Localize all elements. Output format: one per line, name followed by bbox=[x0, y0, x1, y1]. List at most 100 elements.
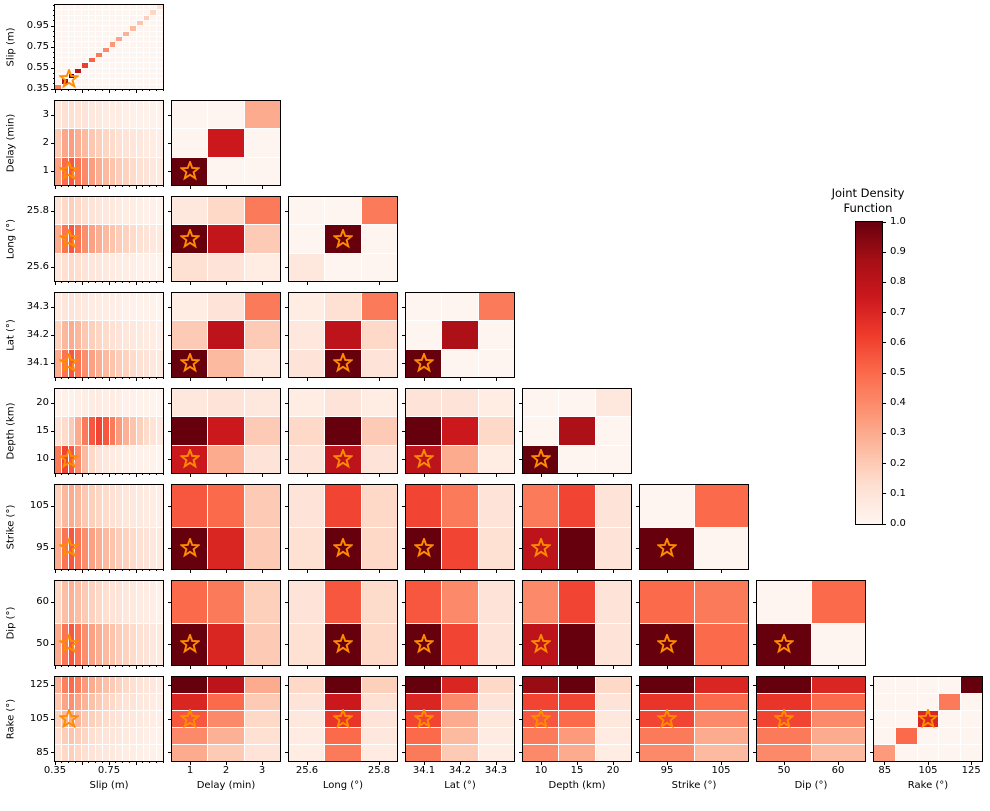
tick-mark bbox=[495, 473, 497, 477]
density-cell bbox=[208, 485, 244, 527]
tick-mark bbox=[378, 761, 380, 765]
density-cell bbox=[244, 581, 280, 623]
density-cell bbox=[116, 36, 123, 42]
density-cell bbox=[116, 52, 123, 58]
density-cell bbox=[694, 527, 748, 569]
density-cell bbox=[640, 581, 694, 623]
tick-mark bbox=[884, 761, 886, 765]
density-cell bbox=[102, 20, 109, 26]
density-cell bbox=[523, 711, 559, 727]
density-cell bbox=[109, 15, 116, 20]
density-cell bbox=[129, 389, 136, 417]
density-cell bbox=[116, 445, 123, 473]
density-cell bbox=[406, 728, 442, 744]
panel-rake-vs-strike: 95 105 Strike (°) bbox=[636, 676, 749, 791]
tick-mark bbox=[155, 569, 157, 571]
tick-mark bbox=[168, 718, 172, 720]
density-cell bbox=[89, 677, 95, 693]
density-cell bbox=[55, 253, 61, 281]
density-cell bbox=[640, 485, 694, 527]
density-cell bbox=[361, 677, 397, 693]
density-cell bbox=[157, 101, 163, 129]
density-cell bbox=[361, 253, 397, 281]
density-cell bbox=[136, 694, 143, 710]
tick-mark bbox=[162, 281, 164, 283]
density-cell bbox=[109, 5, 116, 10]
tick-mark bbox=[168, 170, 172, 172]
density-cell bbox=[95, 417, 102, 445]
density-cell bbox=[75, 79, 82, 84]
density-cell bbox=[75, 31, 82, 36]
density-cell bbox=[116, 197, 123, 225]
density-cell bbox=[61, 47, 68, 52]
heatmap-rake-vs-long bbox=[289, 677, 397, 761]
tick-mark bbox=[81, 185, 83, 187]
tick-mark bbox=[53, 4, 55, 6]
density-cell bbox=[75, 293, 82, 321]
heatmap-delay-vs-delay bbox=[172, 101, 280, 185]
tick-mark bbox=[155, 281, 157, 283]
tick-mark bbox=[54, 473, 56, 475]
density-cell bbox=[640, 728, 694, 744]
density-cell bbox=[116, 694, 123, 710]
density-cell bbox=[244, 293, 280, 321]
tick-mark bbox=[108, 377, 110, 381]
tick-mark bbox=[225, 761, 227, 765]
tick-label: 1 bbox=[186, 765, 194, 776]
density-cell bbox=[478, 677, 514, 693]
density-cell bbox=[361, 745, 397, 761]
density-cell bbox=[68, 5, 75, 10]
tick-mark bbox=[285, 718, 289, 720]
density-cell bbox=[129, 36, 136, 42]
density-cell bbox=[95, 52, 102, 58]
tick-mark bbox=[74, 281, 76, 283]
density-cell bbox=[289, 581, 325, 623]
density-cell bbox=[55, 197, 61, 225]
tick-mark bbox=[378, 473, 380, 477]
density-cell bbox=[75, 157, 82, 185]
density-cell bbox=[102, 84, 109, 89]
density-cell bbox=[82, 728, 89, 744]
density-cell bbox=[102, 5, 109, 10]
density-cell bbox=[123, 485, 129, 527]
density-cell bbox=[157, 745, 163, 761]
tick-mark bbox=[162, 665, 164, 667]
density-cell bbox=[116, 321, 123, 349]
density-cell bbox=[61, 581, 68, 623]
tick-label: 125 bbox=[29, 679, 49, 691]
density-cell bbox=[116, 68, 123, 74]
density-cell bbox=[61, 129, 68, 157]
heatmap-depth-vs-slip bbox=[55, 389, 163, 473]
density-cell bbox=[325, 485, 361, 527]
density-cell bbox=[109, 389, 116, 417]
tick-mark bbox=[54, 377, 56, 381]
tick-mark bbox=[95, 473, 96, 475]
density-cell bbox=[116, 745, 123, 761]
density-cell bbox=[55, 129, 61, 157]
density-cell bbox=[289, 445, 325, 473]
density-cell bbox=[68, 253, 75, 281]
density-cell bbox=[68, 101, 75, 129]
density-cell bbox=[595, 527, 631, 569]
heatmap-dip-vs-slip bbox=[55, 581, 163, 665]
density-cell bbox=[61, 694, 68, 710]
density-cell bbox=[136, 47, 143, 52]
y-axis-title: Slip (m) bbox=[5, 27, 17, 67]
tick-mark bbox=[612, 665, 614, 669]
tick-label: 2 bbox=[222, 765, 230, 776]
density-cell bbox=[361, 321, 397, 349]
density-cell bbox=[68, 63, 75, 68]
density-cell bbox=[89, 31, 95, 36]
density-cell bbox=[523, 389, 559, 417]
density-cell bbox=[172, 677, 208, 693]
tick-mark bbox=[128, 473, 130, 475]
density-cell bbox=[289, 349, 325, 377]
density-cell bbox=[136, 445, 143, 473]
density-cell bbox=[150, 129, 157, 157]
density-cell bbox=[109, 485, 116, 527]
density-cell bbox=[208, 129, 244, 157]
density-cell bbox=[361, 225, 397, 253]
tick-mark bbox=[753, 601, 757, 603]
density-cell bbox=[129, 84, 136, 89]
density-cell bbox=[361, 581, 397, 623]
